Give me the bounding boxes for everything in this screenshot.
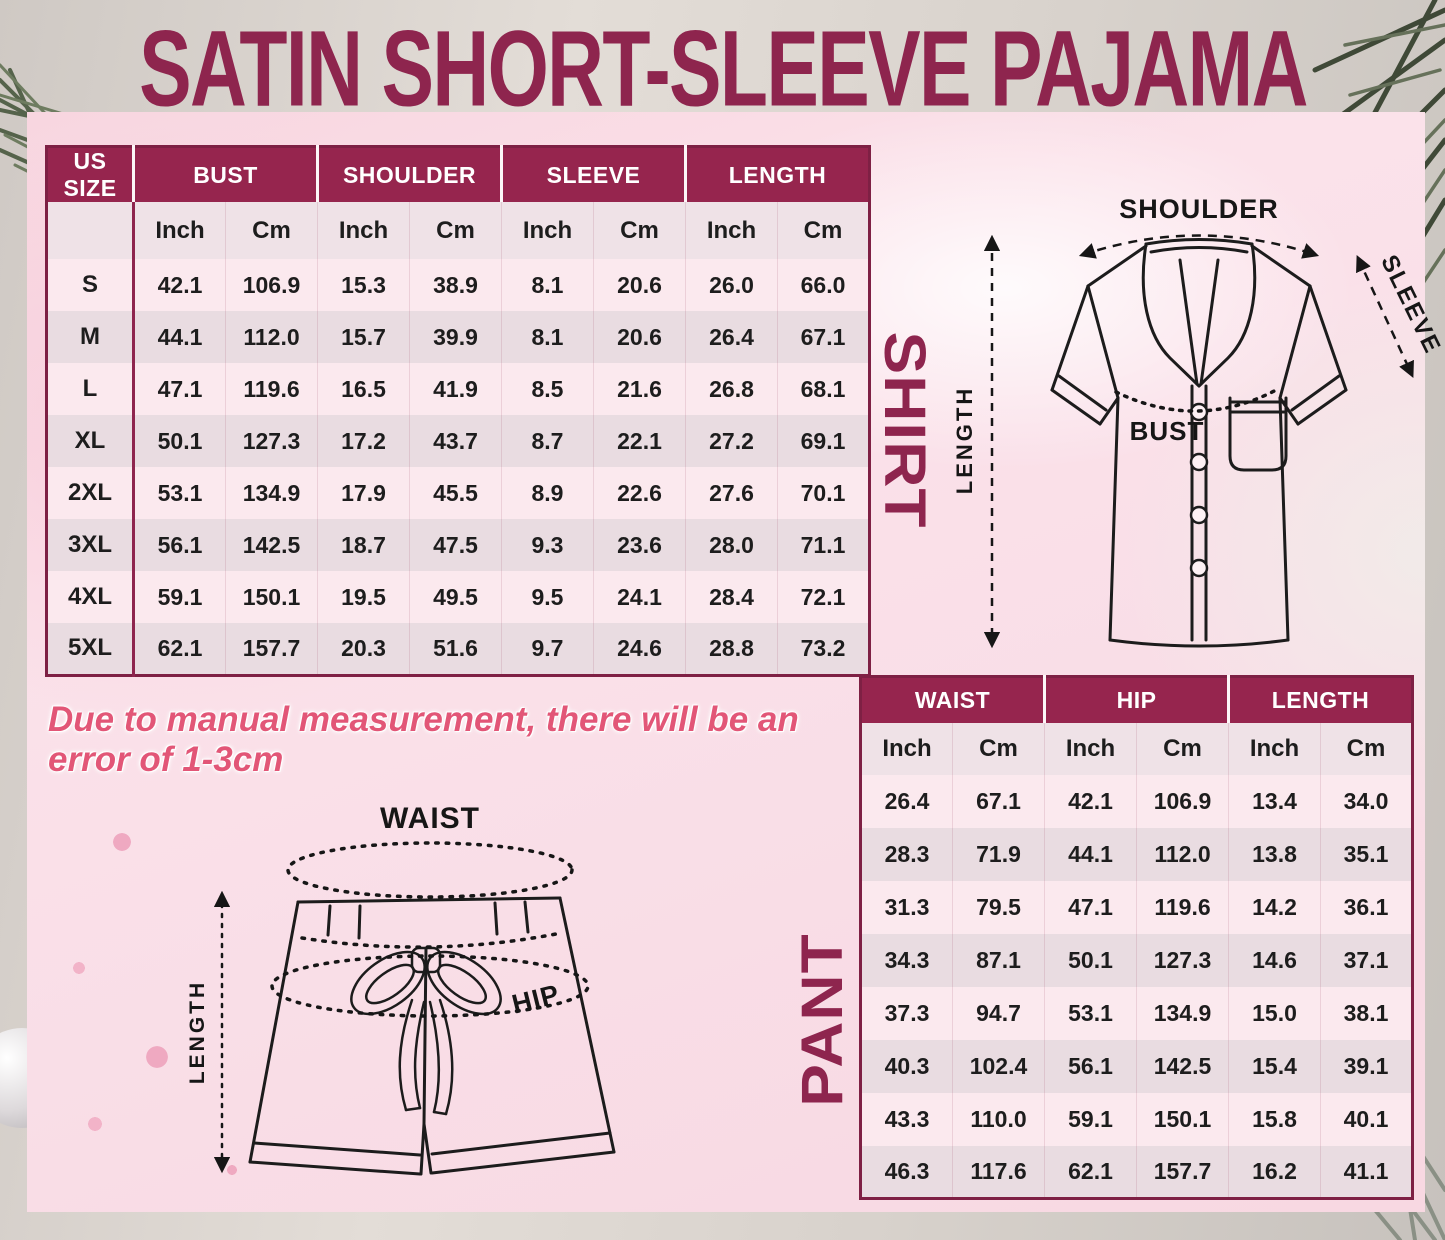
bust-measure-line [1114, 386, 1282, 413]
table-row: 43.3 110.0 59.1 150.1 15.8 40.1 [860, 1092, 1413, 1146]
hip-measure-line [270, 954, 590, 1018]
pant-measurement-diagram: WAIST HIP LENGTH [186, 802, 616, 1176]
bust-label: BUST [1130, 416, 1205, 446]
shirt-outline [1050, 238, 1348, 648]
sleeve-measure-arrow [1356, 255, 1414, 378]
title-wrap: SATIN SHORT-SLEEVE PAJAMA [0, 8, 1445, 129]
shoulder-header: SHOULDER [316, 146, 502, 202]
table-row: 5XL 62.1 157.7 20.3 51.6 9.7 24.6 28.8 73.2 [46, 623, 870, 675]
table-row: 2XL 53.1 134.9 17.9 45.5 8.9 22.6 27.6 70.1 [46, 467, 870, 519]
us-size-header: US SIZE [46, 146, 134, 202]
hip-header: HIP [1043, 676, 1229, 723]
drawstring-bow [350, 946, 502, 1116]
length-label: LENGTH [186, 980, 209, 1084]
length-header: LENGTH [1227, 676, 1413, 723]
table-row: L 47.1 119.6 16.5 41.9 8.5 21.6 26.8 68.1 [46, 363, 870, 415]
table-row: 3XL 56.1 142.5 18.7 47.5 9.3 23.6 28.0 71.1 [46, 519, 870, 571]
table-row: XL 50.1 127.3 17.2 43.7 8.7 22.1 27.2 69.1 [46, 415, 870, 467]
waist-measure-line [286, 841, 574, 899]
shirt-table-header-row: US SIZE BUST SHOULDER SLEEVE LENGTH [46, 146, 870, 202]
length-label: LENGTH [952, 386, 977, 494]
hip-label: HIP [509, 979, 563, 1020]
table-row: 46.3 117.6 62.1 157.7 16.2 41.1 [860, 1145, 1413, 1199]
table-row: 26.4 67.1 42.1 106.9 13.4 34.0 [860, 774, 1413, 828]
shirt-table-unit-row: Inch Cm Inch Cm Inch Cm Inch Cm [46, 202, 870, 259]
shirt-measurement-diagram: SHOULDER SLEEVE LENGTH BUST [952, 194, 1445, 649]
pant-table-header-row: WAIST HIP LENGTH [860, 676, 1413, 723]
waist-label: WAIST [380, 802, 480, 835]
table-row: 40.3 102.4 56.1 142.5 15.4 39.1 [860, 1039, 1413, 1093]
pant-table-unit-row: Inch Cm Inch Cm Inch Cm [860, 722, 1413, 775]
table-row: 34.3 87.1 50.1 127.3 14.6 37.1 [860, 933, 1413, 987]
pant-size-table: WAIST HIP LENGTH Inch Cm Inch Cm Inch Cm 26… [859, 675, 1414, 1200]
length-header: LENGTH [684, 146, 870, 202]
sleeve-label: SLEEVE [1375, 251, 1445, 359]
shoulder-label: SHOULDER [1119, 194, 1279, 224]
shirt-size-table: US SIZE BUST SHOULDER SLEEVE LENGTH Inch… [45, 145, 872, 677]
table-row: 4XL 59.1 150.1 19.5 49.5 9.5 24.1 28.4 72.1 [46, 571, 870, 623]
sleeve-header: SLEEVE [499, 146, 686, 202]
page-title: SATIN SHORT-SLEEVE PAJAMA [138, 9, 1308, 129]
bust-header: BUST [132, 146, 318, 202]
waistband-measure-line [300, 932, 558, 949]
table-row: M 44.1 112.0 15.7 39.9 8.1 20.6 26.4 67.1 [46, 311, 870, 363]
waist-header: WAIST [860, 676, 1045, 723]
shorts-outline [248, 896, 616, 1176]
table-row: 31.3 79.5 47.1 119.6 14.2 36.1 [860, 880, 1413, 934]
table-row: 28.3 71.9 44.1 112.0 13.8 35.1 [860, 827, 1413, 881]
measurement-note: Due to manual measurement, there will be… [48, 700, 799, 779]
shoulder-measure-arrow [1078, 234, 1320, 259]
table-row: 37.3 94.7 53.1 134.9 15.0 38.1 [860, 986, 1413, 1040]
table-row: S 42.1 106.9 15.3 38.9 8.1 20.6 26.0 66.0 [46, 259, 870, 311]
